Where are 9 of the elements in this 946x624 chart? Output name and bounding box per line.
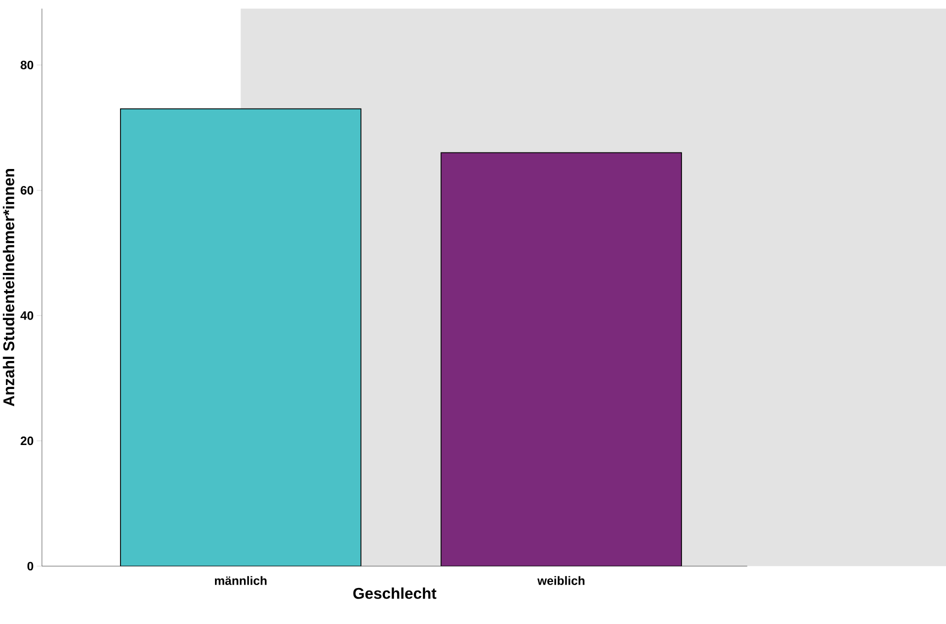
y-tick-label: 20 xyxy=(20,436,34,446)
x-tick-label: männlich xyxy=(214,576,267,585)
y-axis-title: Anzahl Studienteilnehmer*innen xyxy=(2,169,14,406)
y-tick-label: 0 xyxy=(27,562,34,570)
y-tick-label: 80 xyxy=(20,60,34,70)
x-tick-label: weiblich xyxy=(537,576,584,585)
y-tick-label: 60 xyxy=(20,186,34,195)
y-tick-label: 40 xyxy=(20,311,34,320)
x-axis-title: Geschlecht xyxy=(353,587,436,599)
